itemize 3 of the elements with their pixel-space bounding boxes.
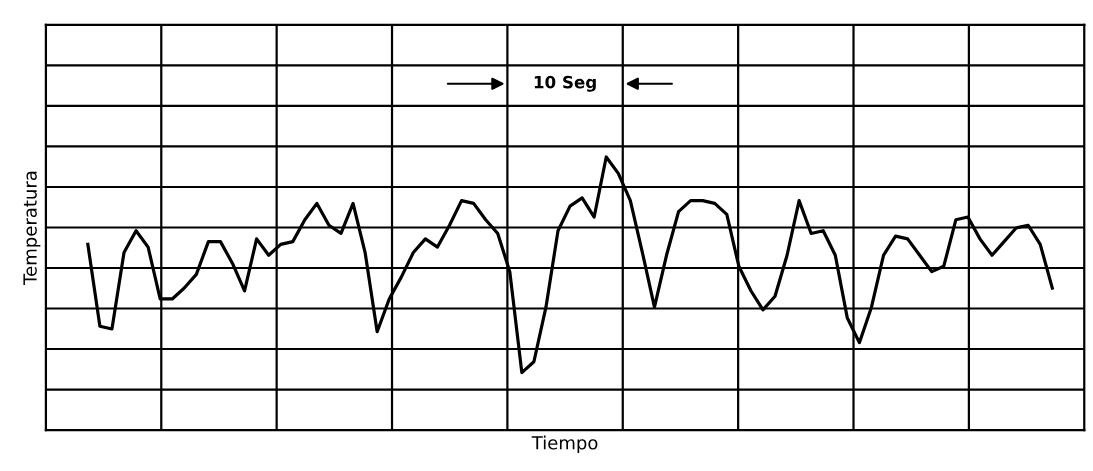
x-axis-title: Tiempo	[531, 435, 598, 454]
text: 10 Seg	[534, 75, 596, 92]
y-axis-title: Temperatura	[23, 171, 41, 285]
